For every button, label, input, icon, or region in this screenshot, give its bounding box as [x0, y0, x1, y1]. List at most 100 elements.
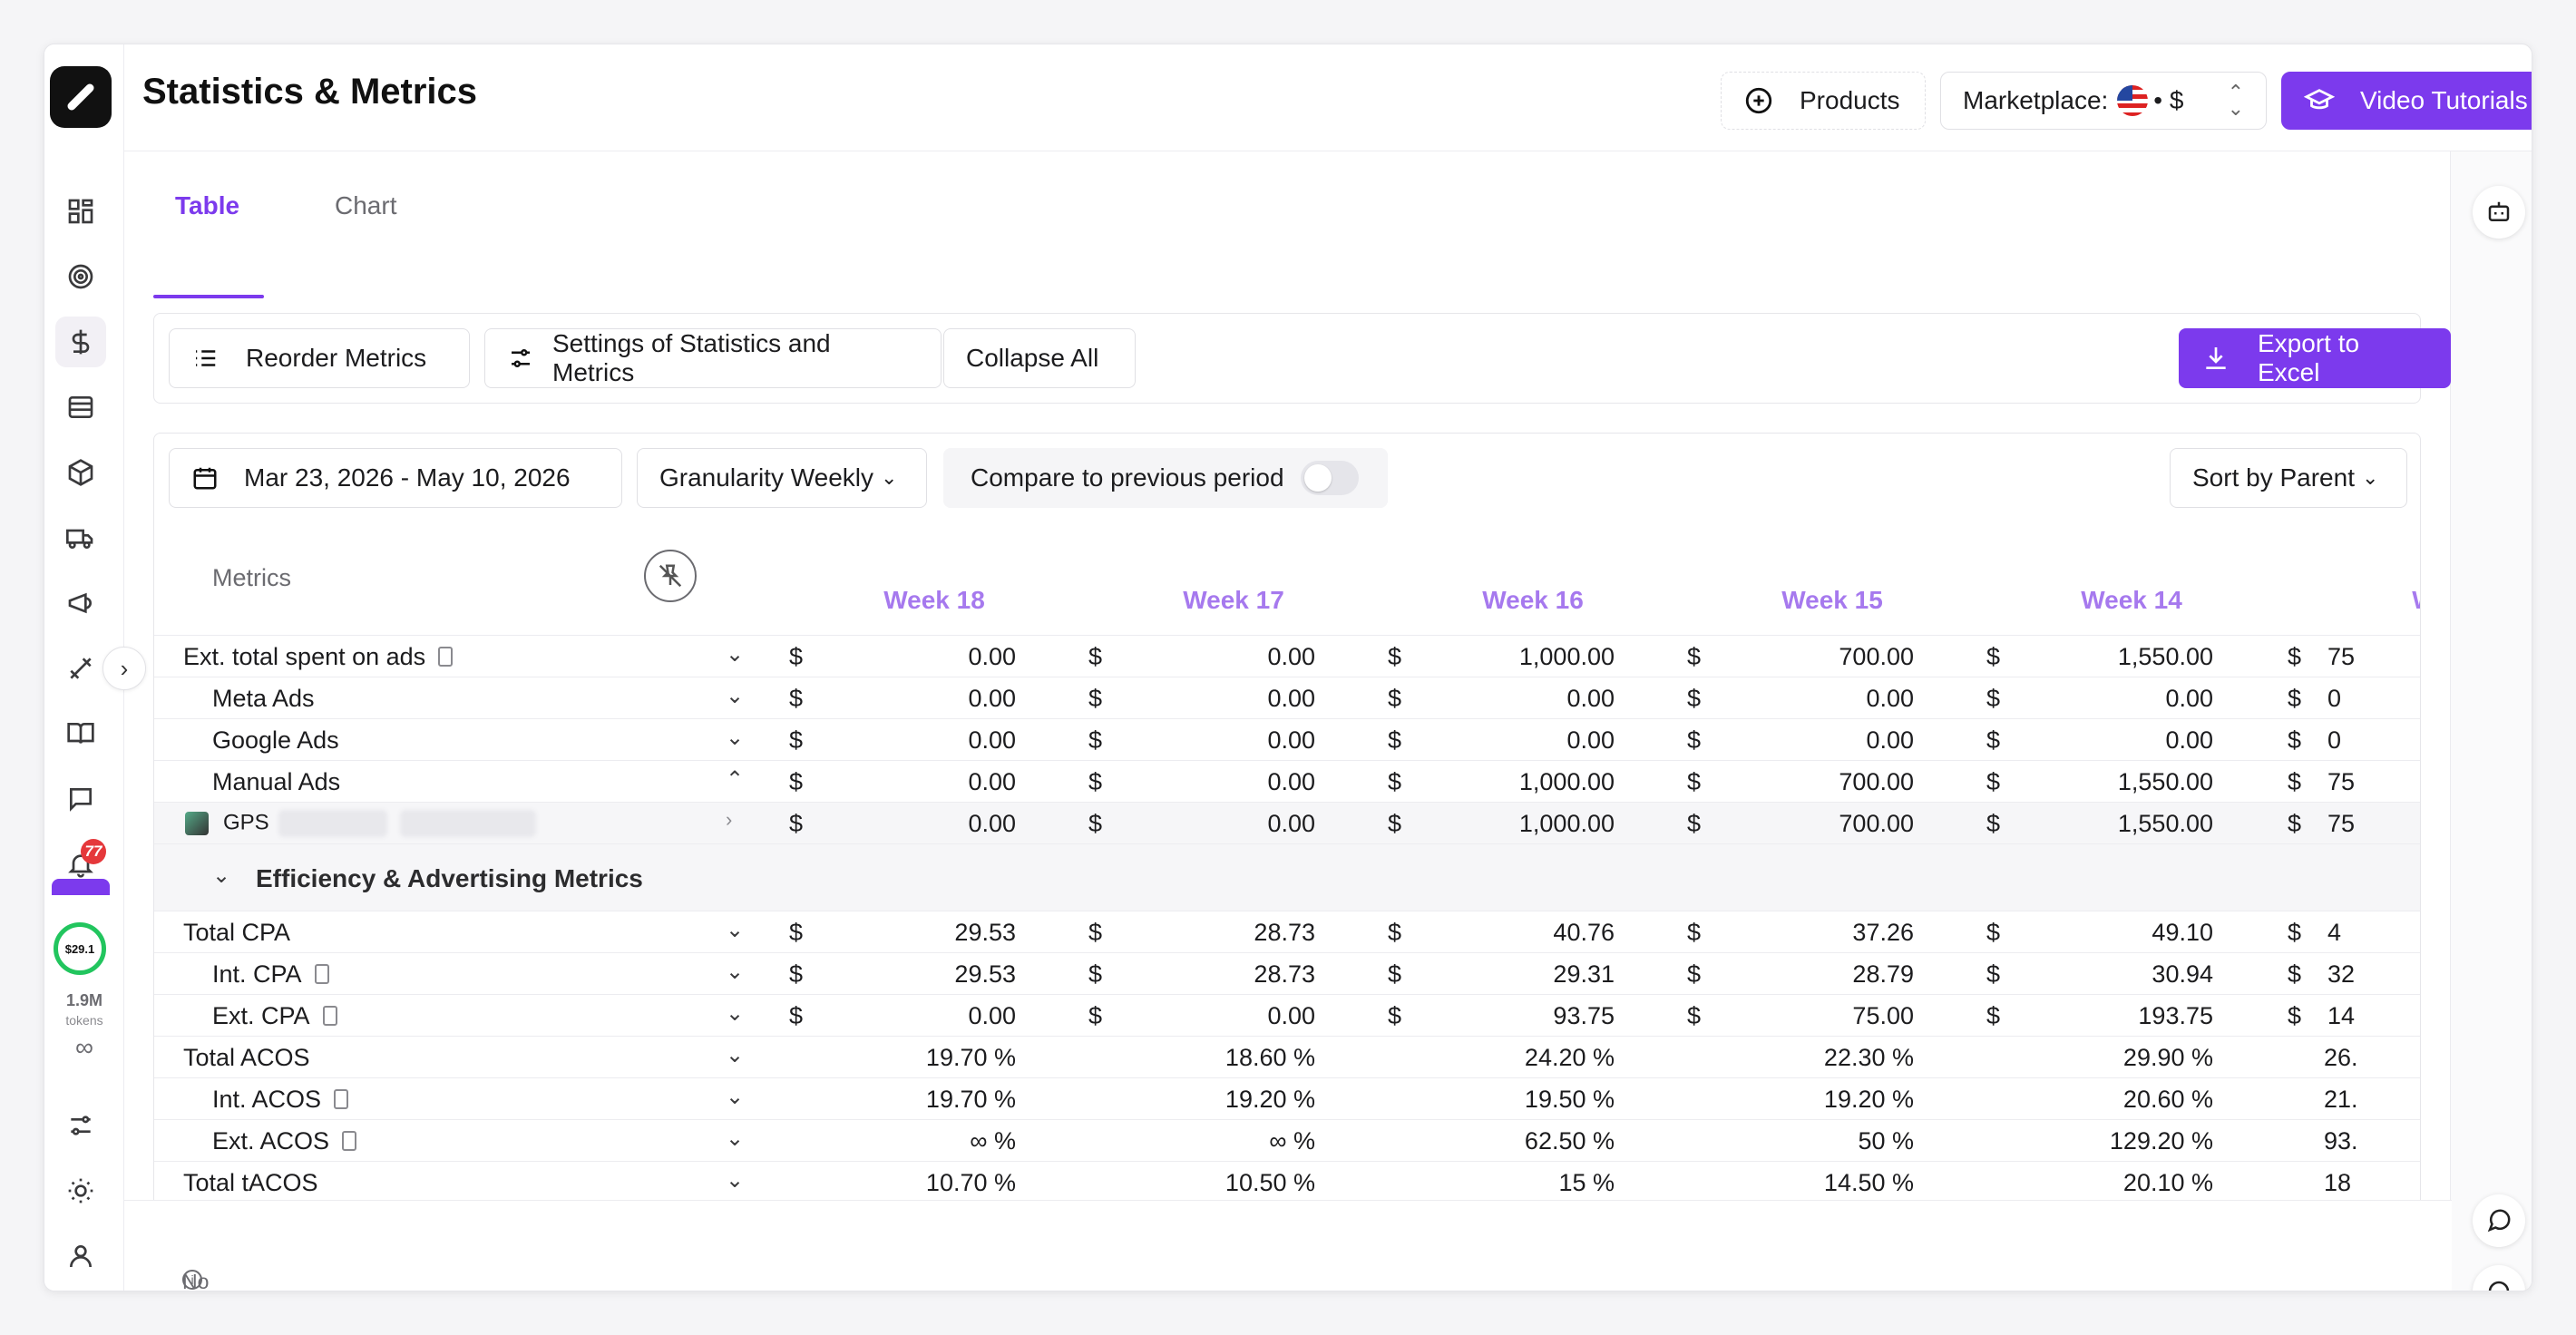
megaphone-icon[interactable] [55, 578, 106, 629]
status-footer: No selection i [124, 1200, 2452, 1291]
chevron-down-icon[interactable]: ⌄ [212, 863, 231, 888]
tab-chart[interactable]: Chart [335, 191, 397, 219]
metric-value: 0.00 [2165, 726, 2213, 754]
currency-symbol: $ [789, 768, 804, 795]
table-row[interactable]: Google Ads ⌄ $0.00 $0.00 $0.00 $0.00 $0.00 $0 [154, 718, 2420, 760]
currency-symbol: $ [2288, 768, 2302, 795]
metric-value: 0.00 [1267, 810, 1315, 837]
user-icon[interactable] [55, 1231, 106, 1281]
metric-value: ∞ % [970, 1127, 1016, 1155]
dashboard-icon[interactable] [55, 186, 106, 237]
document-icon[interactable] [438, 647, 454, 667]
bell-icon[interactable]: 77 [55, 839, 106, 890]
headset-icon[interactable] [2473, 1265, 2525, 1291]
message-icon[interactable] [2473, 1194, 2525, 1247]
chevron-down-icon[interactable]: ⌄ [726, 1126, 745, 1151]
metric-name: Ext. total spent on ads [183, 643, 454, 671]
metric-value: 0.00 [1566, 726, 1615, 754]
currency-symbol: $ [789, 726, 804, 754]
chevron-down-icon[interactable]: ⌄ [726, 960, 745, 984]
reorder-metrics-button[interactable]: Reorder Metrics [169, 328, 470, 388]
book-icon[interactable] [55, 708, 106, 759]
chevron-down-icon[interactable]: ⌄ [726, 726, 745, 750]
table-row[interactable]: Total CPA ⌄ $29.53 $28.73 $40.76 $37.26 $49.10… [154, 911, 2420, 952]
video-tutorials-button[interactable]: Video Tutorials [2281, 72, 2532, 130]
document-icon[interactable] [334, 1089, 349, 1109]
chevron-down-icon[interactable]: ⌄ [726, 642, 745, 667]
currency-symbol: $ [1088, 960, 1103, 988]
settings-button[interactable]: Settings of Statistics and Metrics [484, 328, 942, 388]
table-row[interactable]: Int. CPA ⌄ $29.53 $28.73 $29.31 $28.79 $30.94 $… [154, 952, 2420, 994]
metric-value: 93.75 [1553, 1002, 1615, 1029]
compare-toggle[interactable] [1300, 461, 1359, 495]
chevron-down-icon[interactable]: ⌄ [726, 684, 745, 708]
currency-symbol: $ [1388, 643, 1402, 670]
database-icon[interactable] [55, 382, 106, 433]
metric-value: 700.00 [1839, 643, 1914, 670]
products-label: Products [1800, 86, 1900, 114]
table-row[interactable]: Ext. ACOS ⌄ ∞ % ∞ % 62.50 % 50 % 129.20 % 93. [154, 1119, 2420, 1161]
currency-symbol: $ [2288, 643, 2302, 670]
currency-symbol: $ [2288, 919, 2302, 946]
chevron-down-icon[interactable]: ⌄ [726, 1043, 745, 1067]
date-range-picker[interactable]: Mar 23, 2026 - May 10, 2026 [169, 448, 622, 508]
metric-value: 19.20 % [1225, 1086, 1315, 1113]
tokens-label: tokens [65, 1013, 103, 1028]
chat-icon[interactable] [55, 774, 106, 824]
sun-icon[interactable] [55, 1165, 106, 1216]
tokens-value: 1.9M [65, 991, 103, 1009]
chevron-down-icon[interactable]: ⌄ [726, 1001, 745, 1026]
currency-symbol: $ [1687, 768, 1702, 795]
metric-value: 29.31 [1553, 960, 1615, 988]
metrics-header: Metrics [212, 564, 291, 591]
tab-table[interactable]: Table [175, 191, 240, 219]
table-row[interactable]: Manual Ads ⌃ $0.00 $0.00 $1,000.00 $700.00 $1,… [154, 760, 2420, 802]
app-logo[interactable] [50, 66, 112, 128]
collapse-all-button[interactable]: Collapse All [943, 328, 1136, 388]
tools-icon[interactable] [55, 643, 106, 694]
chevron-down-icon[interactable]: ⌄ [726, 1168, 745, 1193]
table-row[interactable]: Total tACOS ⌄ 10.70 % 10.50 % 15 % 14.50 % 20.… [154, 1161, 2420, 1203]
metric-name: Total CPA [183, 919, 291, 946]
dollar-icon[interactable] [55, 317, 106, 367]
metric-value: 28.73 [1254, 919, 1315, 946]
table-row[interactable]: Total ACOS ⌄ 19.70 % 18.60 % 24.20 % 22.30 % 2… [154, 1036, 2420, 1077]
currency-symbol: $ [1088, 1002, 1103, 1029]
products-button[interactable]: Products [1721, 72, 1926, 130]
metric-value: 0.00 [1866, 726, 1914, 754]
metric-value: 193.75 [2138, 1002, 2213, 1029]
granularity-select[interactable]: Granularity Weekly ⌄ [637, 448, 927, 508]
truck-icon[interactable] [55, 512, 106, 563]
table-row[interactable]: Ext. total spent on ads ⌄ $0.00 $0.00 $1,000… [154, 635, 2420, 677]
export-excel-button[interactable]: Export to Excel [2179, 328, 2451, 388]
metric-value: 75 [2327, 810, 2356, 837]
graduation-cap-icon [2304, 85, 2335, 116]
metric-value: 0 [2327, 726, 2342, 754]
sort-by-parent-select[interactable]: Sort by Parent ⌄ [2170, 448, 2407, 508]
document-icon[interactable] [314, 964, 329, 984]
sliders-icon[interactable] [55, 1100, 106, 1151]
expand-sidebar-button[interactable]: › [102, 647, 146, 690]
section-title: Efficiency & Advertising Metrics [256, 864, 643, 892]
chevron-down-icon[interactable]: ⌄ [726, 1085, 745, 1109]
chevron-up-icon[interactable]: ⌃ [726, 767, 745, 792]
currency-symbol: $ [1388, 768, 1402, 795]
document-icon[interactable] [342, 1131, 357, 1151]
unpin-icon[interactable] [644, 550, 697, 602]
chevron-right-icon[interactable]: › [726, 808, 733, 831]
currency-symbol: $ [789, 685, 804, 712]
table-row[interactable]: Meta Ads ⌄ $0.00 $0.00 $0.00 $0.00 $0.00 $0 [154, 677, 2420, 718]
table-row[interactable]: Ext. CPA ⌄ $0.00 $0.00 $93.75 $75.00 $193.75 $1… [154, 994, 2420, 1036]
chevron-down-icon[interactable]: ⌄ [726, 918, 745, 942]
section-header-efficiency[interactable]: ⌄ Efficiency & Advertising Metrics [154, 843, 2420, 911]
table-row[interactable]: Int. ACOS ⌄ 19.70 % 19.20 % 19.50 % 19.20 % 20… [154, 1077, 2420, 1119]
marketplace-select[interactable]: Marketplace: • $ ⌃ ⌄ [1940, 72, 2267, 130]
table-row[interactable]: GPS › $0.00 $0.00 $1,000.00 $700.00 $1,550.00 $… [154, 802, 2420, 843]
metric-value: 1,000.00 [1518, 810, 1615, 837]
document-icon[interactable] [322, 1006, 337, 1026]
bot-icon[interactable] [2473, 186, 2525, 239]
metric-name: Google Ads [212, 726, 339, 754]
credit-indicator[interactable]: $29.1 [54, 922, 106, 975]
target-icon[interactable] [55, 251, 106, 302]
box-icon[interactable] [55, 447, 106, 498]
